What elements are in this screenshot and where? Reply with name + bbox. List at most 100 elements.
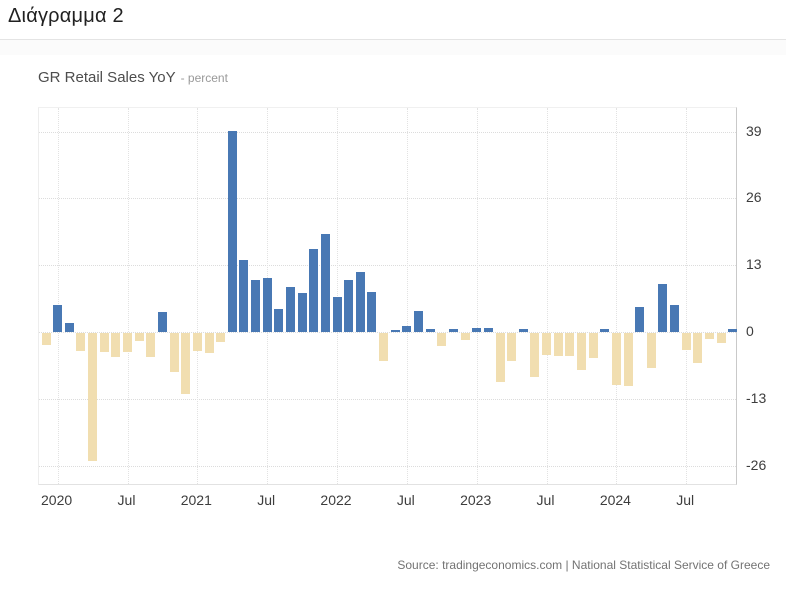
x-axis-tick-label: 2022 bbox=[320, 492, 352, 508]
x-axis-tick-label: 2023 bbox=[460, 492, 492, 508]
chart-bar-2022-11[interactable] bbox=[448, 329, 458, 332]
y-axis-tick-label: 39 bbox=[746, 122, 762, 139]
chart-title: GR Retail Sales YoY bbox=[38, 69, 176, 86]
chart-card: GR Retail Sales YoY - percent 39 26 13 0 -13 -… bbox=[25, 55, 786, 591]
chart-bar-2024-11[interactable] bbox=[728, 329, 738, 332]
y-gridline bbox=[39, 332, 736, 333]
chart-bar-2022-03[interactable] bbox=[355, 272, 365, 332]
chart-bar-2022-12[interactable] bbox=[460, 333, 470, 341]
chart-bar-2022-09[interactable] bbox=[425, 329, 435, 332]
chart-subtitle: - percent bbox=[180, 71, 228, 85]
chart-bar-2024-03[interactable] bbox=[635, 307, 645, 332]
chart-bar-2022-06[interactable] bbox=[390, 329, 400, 332]
chart-bar-2021-11[interactable] bbox=[309, 248, 319, 332]
x-gridline bbox=[57, 108, 59, 484]
chart-bar-2021-04[interactable] bbox=[227, 130, 237, 332]
chart-bar-2023-07[interactable] bbox=[542, 333, 551, 355]
chart-bar-2021-07[interactable] bbox=[262, 277, 272, 332]
y-axis-tick-label: 13 bbox=[746, 256, 762, 273]
chart-bar-2024-08[interactable] bbox=[693, 333, 703, 363]
chart-bar-2021-06[interactable] bbox=[251, 279, 260, 332]
chart-bar-2021-02[interactable] bbox=[204, 333, 214, 353]
chart-bar-2024-07[interactable] bbox=[681, 333, 691, 350]
chart-bar-2022-07[interactable] bbox=[402, 325, 412, 332]
chart-bar-2023-04[interactable] bbox=[507, 333, 517, 362]
chart-bar-2024-09[interactable] bbox=[705, 333, 714, 340]
plot-area[interactable] bbox=[38, 107, 738, 485]
x-gridline bbox=[197, 108, 199, 484]
chart-bar-2023-09[interactable] bbox=[565, 333, 575, 356]
chart-bar-2023-12[interactable] bbox=[600, 329, 610, 332]
chart-bar-2020-02[interactable] bbox=[64, 322, 74, 332]
chart-bar-2022-08[interactable] bbox=[414, 310, 423, 332]
x-axis-tick-label: Jul bbox=[676, 492, 695, 508]
x-gridline bbox=[337, 108, 338, 484]
chart-bar-2023-08[interactable] bbox=[553, 333, 563, 356]
chart-bar-2020-01[interactable] bbox=[53, 305, 63, 332]
y-gridline bbox=[39, 465, 736, 467]
chart-header: GR Retail Sales YoY - percent bbox=[38, 69, 228, 87]
x-gridline bbox=[686, 108, 688, 484]
chart-bar-2020-06[interactable] bbox=[111, 333, 121, 358]
heading-divider bbox=[0, 39, 786, 40]
y-axis-tick-label: -13 bbox=[746, 389, 767, 406]
chart-bar-2021-08[interactable] bbox=[274, 309, 284, 332]
x-axis-tick-label: Jul bbox=[117, 492, 136, 508]
chart-bar-2022-04[interactable] bbox=[367, 292, 377, 332]
chart-bar-2021-03[interactable] bbox=[216, 333, 226, 342]
chart-bar-2024-06[interactable] bbox=[670, 305, 680, 332]
chart-bar-2020-07[interactable] bbox=[123, 333, 132, 352]
y-gridline bbox=[39, 398, 736, 400]
chart-bar-2023-02[interactable] bbox=[483, 327, 493, 332]
y-gridline bbox=[39, 131, 736, 133]
chart-bar-2020-09[interactable] bbox=[146, 333, 156, 358]
y-gridline bbox=[39, 198, 736, 200]
chart-bar-2022-02[interactable] bbox=[344, 280, 354, 332]
chart-bar-2021-09[interactable] bbox=[285, 286, 295, 332]
chart-bar-2020-11[interactable] bbox=[169, 333, 179, 373]
chart-bar-2024-04[interactable] bbox=[646, 333, 656, 368]
chart-bar-2020-04[interactable] bbox=[88, 333, 98, 461]
y-gridline bbox=[39, 265, 736, 267]
x-axis-tick-label: Jul bbox=[536, 492, 555, 508]
chart-bar-2023-11[interactable] bbox=[588, 333, 598, 359]
x-axis-tick-label: 2020 bbox=[41, 492, 73, 508]
x-gridline bbox=[476, 108, 478, 484]
page-title: Διάγραμμα 2 bbox=[8, 5, 124, 27]
x-gridline bbox=[127, 108, 129, 484]
chart-bar-2023-06[interactable] bbox=[530, 333, 540, 377]
chart-bar-2020-05[interactable] bbox=[99, 333, 109, 352]
source-attribution: Source: tradingeconomics.com | National … bbox=[397, 558, 770, 572]
chart-bar-2023-03[interactable] bbox=[495, 333, 505, 382]
chart-bar-2021-05[interactable] bbox=[239, 259, 249, 332]
chart-bar-2020-03[interactable] bbox=[76, 333, 86, 351]
chart-bar-2022-05[interactable] bbox=[379, 333, 389, 362]
chart-bar-2021-10[interactable] bbox=[297, 293, 307, 332]
chart-bar-2020-08[interactable] bbox=[134, 333, 144, 342]
chart-bar-2019-12[interactable] bbox=[41, 333, 51, 346]
x-gridline bbox=[406, 108, 408, 484]
y-axis-tick-label: 0 bbox=[746, 323, 754, 339]
y-axis-tick-label: 26 bbox=[746, 189, 762, 206]
x-axis-tick-label: 2021 bbox=[180, 492, 212, 508]
chart-bar-2023-01[interactable] bbox=[472, 327, 482, 332]
chart-bar-2020-12[interactable] bbox=[181, 333, 191, 395]
chart-bar-2020-10[interactable] bbox=[157, 311, 167, 332]
x-gridline bbox=[616, 108, 618, 484]
chart-bar-2024-05[interactable] bbox=[658, 284, 668, 332]
chart-bar-2023-05[interactable] bbox=[518, 329, 528, 332]
chart-bar-2022-01[interactable] bbox=[332, 296, 342, 332]
chart-bar-2022-10[interactable] bbox=[437, 333, 447, 346]
y-axis-tick-label: -26 bbox=[746, 456, 767, 473]
chart-bar-2021-12[interactable] bbox=[320, 234, 330, 332]
x-axis-tick-label: Jul bbox=[257, 492, 276, 508]
x-gridline bbox=[546, 108, 548, 484]
chart-bar-2024-10[interactable] bbox=[716, 333, 726, 343]
x-axis-tick-label: Jul bbox=[396, 492, 415, 508]
background-band bbox=[0, 40, 786, 55]
chart-bar-2021-01[interactable] bbox=[192, 333, 202, 351]
chart-bar-2023-10[interactable] bbox=[576, 333, 586, 370]
x-axis-tick-label: 2024 bbox=[599, 492, 631, 508]
chart-bar-2024-01[interactable] bbox=[611, 333, 621, 386]
chart-bar-2024-02[interactable] bbox=[623, 333, 633, 387]
